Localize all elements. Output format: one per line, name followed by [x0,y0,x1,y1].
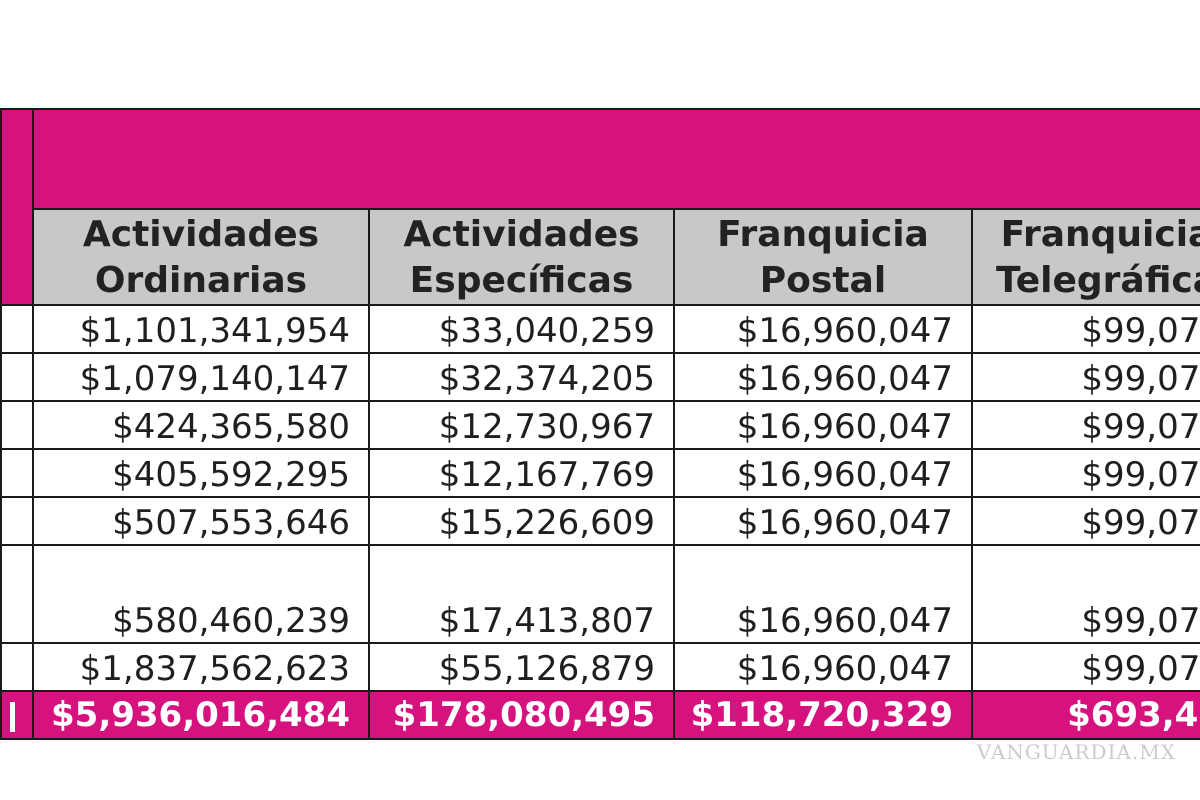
funding-table-container: Actividades Ordinarias Actividades Espec… [0,108,1200,753]
table-cell: $507,553,646 [32,496,370,546]
table-cell: $16,960,047 [673,496,973,546]
column-header-franquicia-postal: Franquicia Postal [673,208,973,306]
total-cell: $5,936,016,484 [32,690,370,740]
column-header-line: Específicas [409,260,634,301]
table-cell: $16,960,047 [673,642,973,692]
table-row: $1,837,562,623 $55,126,879 $16,960,047 $… [0,642,1200,692]
table-cell: $1,079,140,147 [32,352,370,402]
table-cell: $15,226,609 [368,496,675,546]
column-header-line: Franquicia [717,214,929,255]
column-header-actividades-ordinarias: Actividades Ordinarias [32,208,370,306]
table-cell: $12,730,967 [368,400,675,450]
row-label-cell [0,496,34,546]
table-row: $405,592,295 $12,167,769 $16,960,047 $99… [0,448,1200,498]
total-cell: $693,49 [971,690,1200,740]
table-cell: $55,126,879 [368,642,675,692]
table-row: $424,365,580 $12,730,967 $16,960,047 $99… [0,400,1200,450]
table-cell: $17,413,807 [368,544,675,644]
total-cell: $178,080,495 [368,690,675,740]
totals-row: $5,936,016,484 $178,080,495 $118,720,329… [0,690,1200,740]
column-header-line: Actividades [82,214,320,255]
watermark: VANGUARDIA.MX [976,740,1176,764]
column-header-actividades-especificas: Actividades Específicas [368,208,675,306]
table-cell: $1,101,341,954 [32,304,370,354]
table-row: $1,101,341,954 $33,040,259 $16,960,047 $… [0,304,1200,354]
total-cell: $118,720,329 [673,690,973,740]
table-banner [32,108,1200,210]
table-row: $507,553,646 $15,226,609 $16,960,047 $99… [0,496,1200,546]
column-header-row: Actividades Ordinarias Actividades Espec… [1,208,1200,306]
table-cell: $99,076 [971,448,1200,498]
table-cell: $405,592,295 [32,448,370,498]
table-cell: $580,460,239 [32,544,370,644]
row-label-cell [0,642,34,692]
table-cell: $16,960,047 [673,544,973,644]
table-cell: $32,374,205 [368,352,675,402]
table-cell: $33,040,259 [368,304,675,354]
table-cell: $424,365,580 [32,400,370,450]
table-banner-row [0,108,1200,306]
column-header-line: Franquicia [1000,214,1200,255]
column-header-line: Actividades [403,214,640,255]
row-label-cell [0,544,34,644]
table-cell: $16,960,047 [673,448,973,498]
table-cell: $99,076 [971,352,1200,402]
table-cell: $16,960,047 [673,352,973,402]
table-cell: $99,076 [971,496,1200,546]
row-label-column-header [0,108,34,306]
row-label-cell [0,352,34,402]
column-header-line: Telegráfica [995,260,1200,301]
column-header-line: Postal [759,260,887,301]
table-cell: $99,076 [971,544,1200,644]
table-cell: $16,960,047 [673,400,973,450]
column-header-franquicia-telegrafica: Franquicia Telegráfica [971,208,1200,306]
table-cell: $99,076 [971,400,1200,450]
table-cell: $12,167,769 [368,448,675,498]
table-cell: $1,837,562,623 [32,642,370,692]
table-row: $580,460,239 $17,413,807 $16,960,047 $99… [0,544,1200,644]
totals-label-fragment [10,701,15,732]
row-label-cell [0,304,34,354]
totals-label-cell [0,690,34,740]
table-cell: $16,960,047 [673,304,973,354]
row-label-cell [0,400,34,450]
row-label-cell [0,448,34,498]
column-header-line: Ordinarias [94,260,308,301]
table-cell: $99,076 [971,304,1200,354]
funding-table: Actividades Ordinarias Actividades Espec… [0,108,1200,740]
table-cell: $99,076 [971,642,1200,692]
table-row: $1,079,140,147 $32,374,205 $16,960,047 $… [0,352,1200,402]
